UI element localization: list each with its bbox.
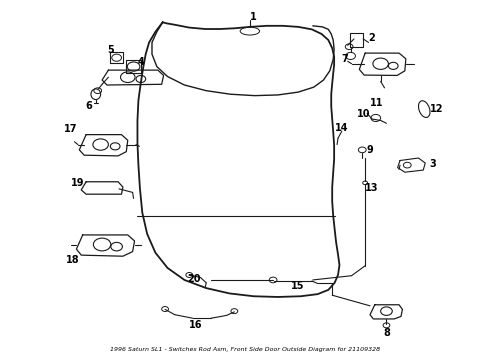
- Text: 17: 17: [64, 123, 77, 134]
- Text: 1996 Saturn SL1 - Switches Rod Asm, Front Side Door Outside Diagram for 21109328: 1996 Saturn SL1 - Switches Rod Asm, Fron…: [110, 347, 380, 352]
- Text: 1: 1: [250, 12, 257, 22]
- Text: 15: 15: [291, 281, 304, 291]
- Text: 10: 10: [357, 109, 370, 120]
- Text: 7: 7: [342, 54, 348, 64]
- Text: 12: 12: [430, 104, 443, 114]
- Text: 14: 14: [335, 122, 349, 132]
- Text: 13: 13: [365, 183, 379, 193]
- Text: 16: 16: [189, 320, 202, 330]
- Text: 2: 2: [368, 33, 375, 43]
- Text: 20: 20: [187, 274, 201, 284]
- Text: 4: 4: [138, 57, 144, 67]
- Text: 18: 18: [66, 255, 80, 265]
- Text: 5: 5: [107, 45, 114, 55]
- Text: 3: 3: [430, 159, 436, 169]
- Text: 8: 8: [383, 328, 390, 338]
- Text: 11: 11: [370, 98, 384, 108]
- Text: 9: 9: [367, 145, 373, 155]
- Text: 6: 6: [86, 100, 93, 111]
- Text: 19: 19: [71, 178, 85, 188]
